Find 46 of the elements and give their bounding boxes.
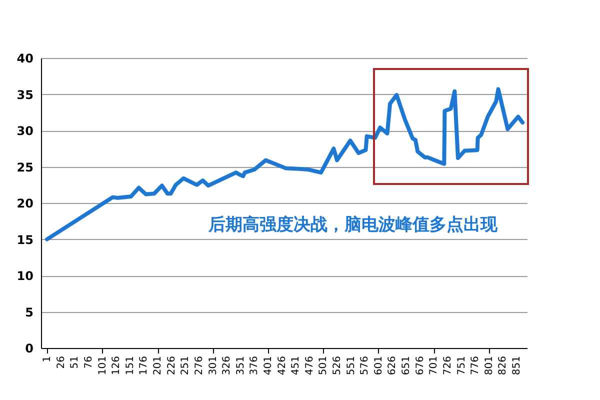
x-tick-label: 626 [387, 356, 398, 376]
y-tick-label: 40 [16, 52, 34, 66]
y-tick-label: 20 [16, 196, 34, 210]
x-tick-label: 526 [332, 356, 344, 376]
y-tick-label: 35 [16, 88, 34, 102]
x-tick-label: 376 [249, 356, 260, 376]
x-tick-label: 101 [97, 356, 108, 376]
x-tick-label: 801 [484, 356, 495, 376]
x-tick-label: 301 [208, 356, 219, 376]
annotation: 后期高强度决战，脑电波峰值多点出现 [208, 215, 498, 235]
x-tick-label: 701 [428, 356, 440, 376]
x-tick-label: 1 [42, 356, 54, 362]
x-tick-label: 501 [318, 356, 330, 376]
y-tick-label: 30 [16, 124, 34, 138]
x-tick-label: 676 [414, 356, 426, 376]
y-tick-label: 10 [16, 269, 34, 283]
x-tick-label: 351 [235, 356, 246, 376]
x-tick-label: 451 [290, 356, 302, 376]
x-tick-label: 551 [346, 356, 357, 376]
x-tick-label: 851 [512, 356, 523, 376]
x-tick-label: 251 [180, 356, 192, 376]
x-tick-label: 201 [152, 356, 164, 376]
x-tick-label: 126 [111, 356, 122, 376]
x-tick-label: 476 [304, 356, 316, 376]
x-tick-label: 776 [470, 356, 482, 376]
x-tick-label: 151 [124, 356, 136, 376]
x-tick-label: 76 [83, 356, 94, 369]
x-tick-label: 651 [401, 356, 412, 376]
x-tick-label: 176 [138, 356, 150, 376]
x-tick-label: 826 [498, 356, 509, 376]
x-tick-label: 726 [442, 356, 454, 376]
y-tick-label: 15 [16, 232, 34, 247]
y-tick-label: 0 [25, 342, 34, 356]
line-series [45, 87, 525, 242]
x-tick-label: 426 [276, 356, 288, 376]
x-tick-label: 401 [262, 356, 274, 376]
x-tick-label: 576 [360, 356, 371, 376]
x-tick-label: 276 [194, 356, 205, 376]
y-tick-label: 5 [25, 305, 34, 320]
x-tick-label: 26 [56, 356, 67, 369]
x-tick-label: 601 [373, 356, 384, 376]
x-tick-label: 326 [222, 356, 233, 376]
x-tick-label: 51 [70, 356, 81, 369]
x-tick-label: 751 [456, 356, 468, 376]
x-tick-label: 226 [166, 356, 178, 376]
y-tick-label: 25 [16, 160, 34, 174]
